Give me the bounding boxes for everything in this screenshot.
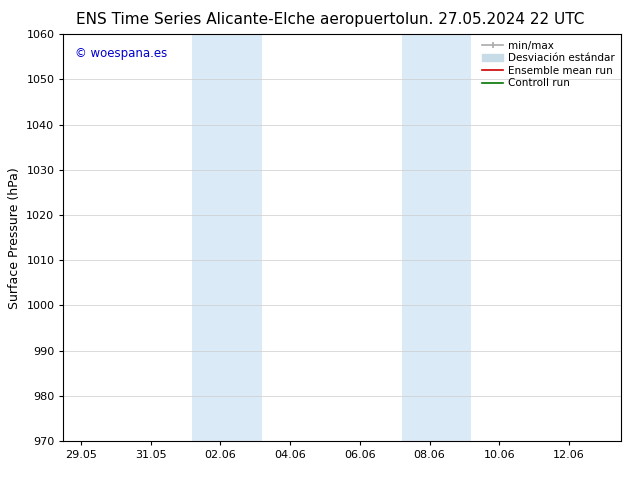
Text: lun. 27.05.2024 22 UTC: lun. 27.05.2024 22 UTC	[405, 12, 584, 27]
Text: © woespana.es: © woespana.es	[75, 47, 167, 59]
Bar	[193, 34, 262, 441]
Legend: min/max, Desviación estándar, Ensemble mean run, Controll run: min/max, Desviación estándar, Ensemble m…	[478, 36, 619, 93]
Bar	[402, 34, 472, 441]
Text: ENS Time Series Alicante-Elche aeropuerto: ENS Time Series Alicante-Elche aeropuert…	[77, 12, 405, 27]
Y-axis label: Surface Pressure (hPa): Surface Pressure (hPa)	[8, 167, 21, 309]
